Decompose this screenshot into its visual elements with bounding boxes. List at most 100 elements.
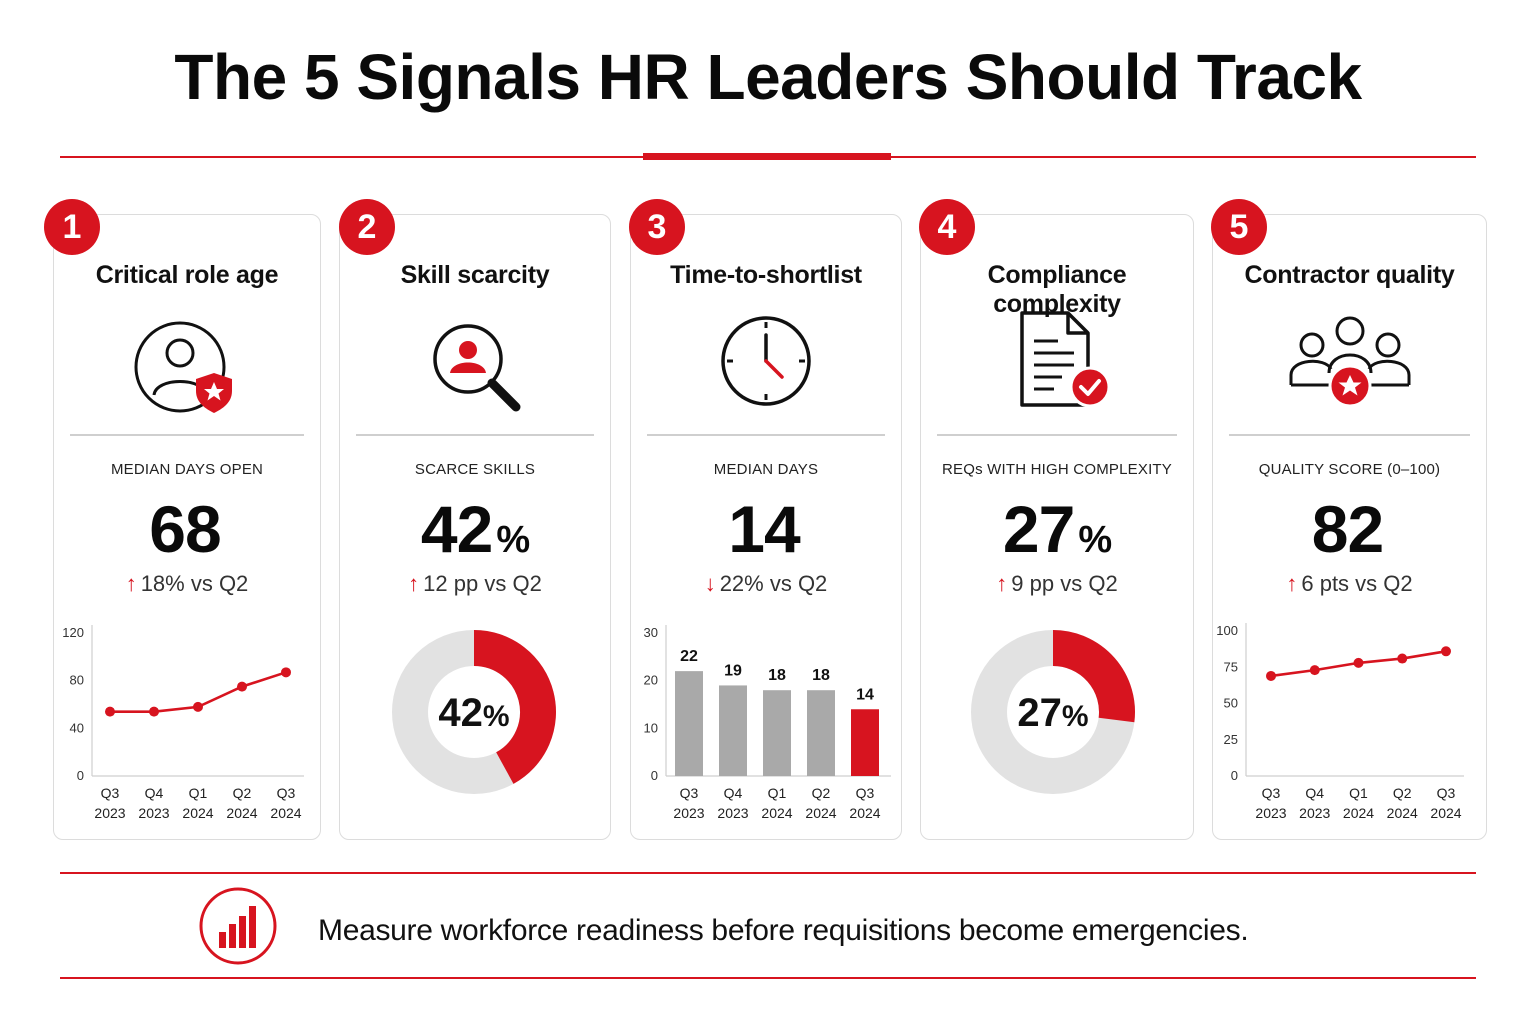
donut-center-value: 27: [1017, 691, 1062, 735]
y-tick-label: 75: [1224, 659, 1238, 674]
bar: [719, 685, 747, 776]
card-time-to-shortlist: Time-to-shortlist MEDIAN DAYS 14 ↓ 22% vs…: [630, 214, 902, 840]
data-point: [193, 701, 203, 712]
trend-up-arrow-icon: ↑: [1286, 571, 1298, 596]
x-tick-label: 2023: [1255, 805, 1286, 821]
metric-label: MEDIAN DAYS: [713, 461, 819, 478]
line-chart-critical-role-age: 0 40 80 120 Q3 2023 Q4 2023 Q1 2024 Q2 2024 Q3 2024: [62, 625, 304, 821]
change-text: 22% vs Q2: [719, 571, 828, 596]
card-title: Contractor quality: [1244, 261, 1455, 289]
donut-center-label: 42%: [438, 691, 509, 735]
card-divider: [356, 434, 594, 436]
data-point: [237, 681, 247, 692]
x-tick-label: 2024: [1387, 805, 1418, 821]
x-tick-label: Q3: [1437, 785, 1456, 801]
card-critical-role-age: Critical role age MEDIAN DAYS OPEN 68 ↑ 1…: [53, 214, 321, 840]
metric-change: ↑ 18% vs Q2: [54, 571, 320, 597]
badge-1: 1: [44, 199, 100, 255]
card-divider: [937, 434, 1177, 436]
bar: [763, 690, 791, 776]
x-tick-label: 2024: [849, 805, 880, 821]
donut-center-label: 27%: [1017, 691, 1088, 735]
x-tick-label: Q4: [1305, 785, 1324, 801]
card-title: Skill scarcity: [400, 261, 550, 289]
metric-label: SCARCE SKILLS: [414, 461, 536, 478]
badge-4: 4: [919, 199, 975, 255]
page-title: The 5 Signals HR Leaders Should Track: [174, 41, 1362, 113]
x-tick-label: Q1: [189, 785, 208, 801]
metric-number: 42: [420, 492, 493, 566]
footer-rule-top: [60, 872, 1476, 874]
x-tick-label: 2023: [138, 805, 169, 821]
badge-3: 3: [629, 199, 685, 255]
y-tick-label: 100: [1216, 623, 1238, 638]
metric-label: MEDIAN DAYS OPEN: [110, 461, 264, 478]
metric-unit: %: [1078, 519, 1112, 561]
bar-data-label: 19: [724, 662, 742, 679]
data-point: [1353, 657, 1364, 668]
line-chart-contractor-quality: 0 25 50 75 100 Q3 2023 Q4 2023 Q1 2024 Q2 2024 Q3 2024: [1216, 623, 1464, 821]
footer-rule-bottom: [60, 977, 1476, 979]
y-tick-label: 0: [651, 768, 658, 783]
metric-change: ↑ 12 pp vs Q2: [340, 571, 610, 597]
y-tick-label: 25: [1224, 732, 1238, 747]
metric-label: QUALITY SCORE (0–100): [1258, 461, 1441, 478]
card-divider: [647, 434, 885, 436]
x-tick-label: Q3: [277, 785, 296, 801]
card-skill-scarcity: Skill scarcity SCARCE SKILLS 42% ↑ 12 pp …: [339, 214, 611, 840]
metric-change: ↑ 9 pp vs Q2: [921, 571, 1193, 597]
donut-slice: [1052, 630, 1135, 723]
bar-data-label: 18: [812, 667, 830, 684]
data-point: [1441, 646, 1451, 657]
badge-5: 5: [1211, 199, 1267, 255]
y-tick-label: 10: [644, 720, 658, 735]
card-divider: [1229, 434, 1470, 436]
data-point: [281, 667, 291, 678]
x-tick-label: Q4: [724, 785, 743, 801]
donut-center-value: 42: [438, 691, 483, 735]
search-person-icon: [420, 311, 530, 421]
x-tick-label: 2024: [761, 805, 792, 821]
trend-up-arrow-icon: ↑: [125, 571, 137, 596]
trend-up-arrow-icon: ↑: [996, 571, 1008, 596]
metric-value: 68: [54, 491, 320, 567]
bar-chart-time-to-shortlist: 0 10 20 30 22 19 18 18 14 Q3 2023 Q4 2023 Q1 2024 Q2 202…: [644, 625, 891, 821]
x-tick-label: 2023: [673, 805, 704, 821]
x-tick-label: 2024: [270, 805, 301, 821]
metric-number: 82: [1311, 492, 1384, 566]
change-text: 12 pp vs Q2: [423, 571, 542, 596]
data-point: [1397, 653, 1408, 664]
card-title: Time-to-shortlist: [670, 261, 862, 289]
bar-chart-icon: [198, 886, 278, 966]
donut-chart-skill-scarcity: 42%: [392, 630, 556, 794]
bar-data-label: 18: [768, 667, 786, 684]
x-tick-label: 2023: [1299, 805, 1330, 821]
x-tick-label: 2024: [1343, 805, 1374, 821]
y-tick-label: 20: [644, 673, 658, 688]
x-tick-label: 2023: [94, 805, 125, 821]
badge-2: 2: [339, 199, 395, 255]
clock-icon: [711, 311, 821, 421]
donut-center-unit: %: [483, 700, 510, 733]
x-tick-label: Q1: [1349, 785, 1368, 801]
x-tick-label: Q3: [856, 785, 875, 801]
data-point: [1309, 665, 1320, 676]
card-compliance-complexity: Compliance complexity REQs WITH HIGH COM…: [920, 214, 1194, 840]
x-tick-label: Q1: [768, 785, 787, 801]
y-tick-label: 120: [62, 625, 84, 640]
x-tick-label: Q2: [1393, 785, 1412, 801]
metric-unit: %: [496, 519, 530, 561]
donut-center-unit: %: [1062, 700, 1089, 733]
card-title: Critical role age: [95, 261, 279, 289]
x-tick-label: Q2: [233, 785, 252, 801]
x-tick-label: Q2: [812, 785, 831, 801]
x-tick-label: Q3: [680, 785, 699, 801]
y-tick-label: 0: [1231, 768, 1238, 783]
title-rule-accent: [643, 153, 891, 160]
metric-number: 27: [1002, 492, 1075, 566]
donut-chart-compliance-complexity: 27%: [971, 630, 1135, 794]
metric-number: 14: [728, 492, 800, 566]
y-tick-label: 80: [70, 673, 84, 688]
donut-slice: [473, 630, 556, 784]
metric-value: 82: [1213, 491, 1486, 567]
